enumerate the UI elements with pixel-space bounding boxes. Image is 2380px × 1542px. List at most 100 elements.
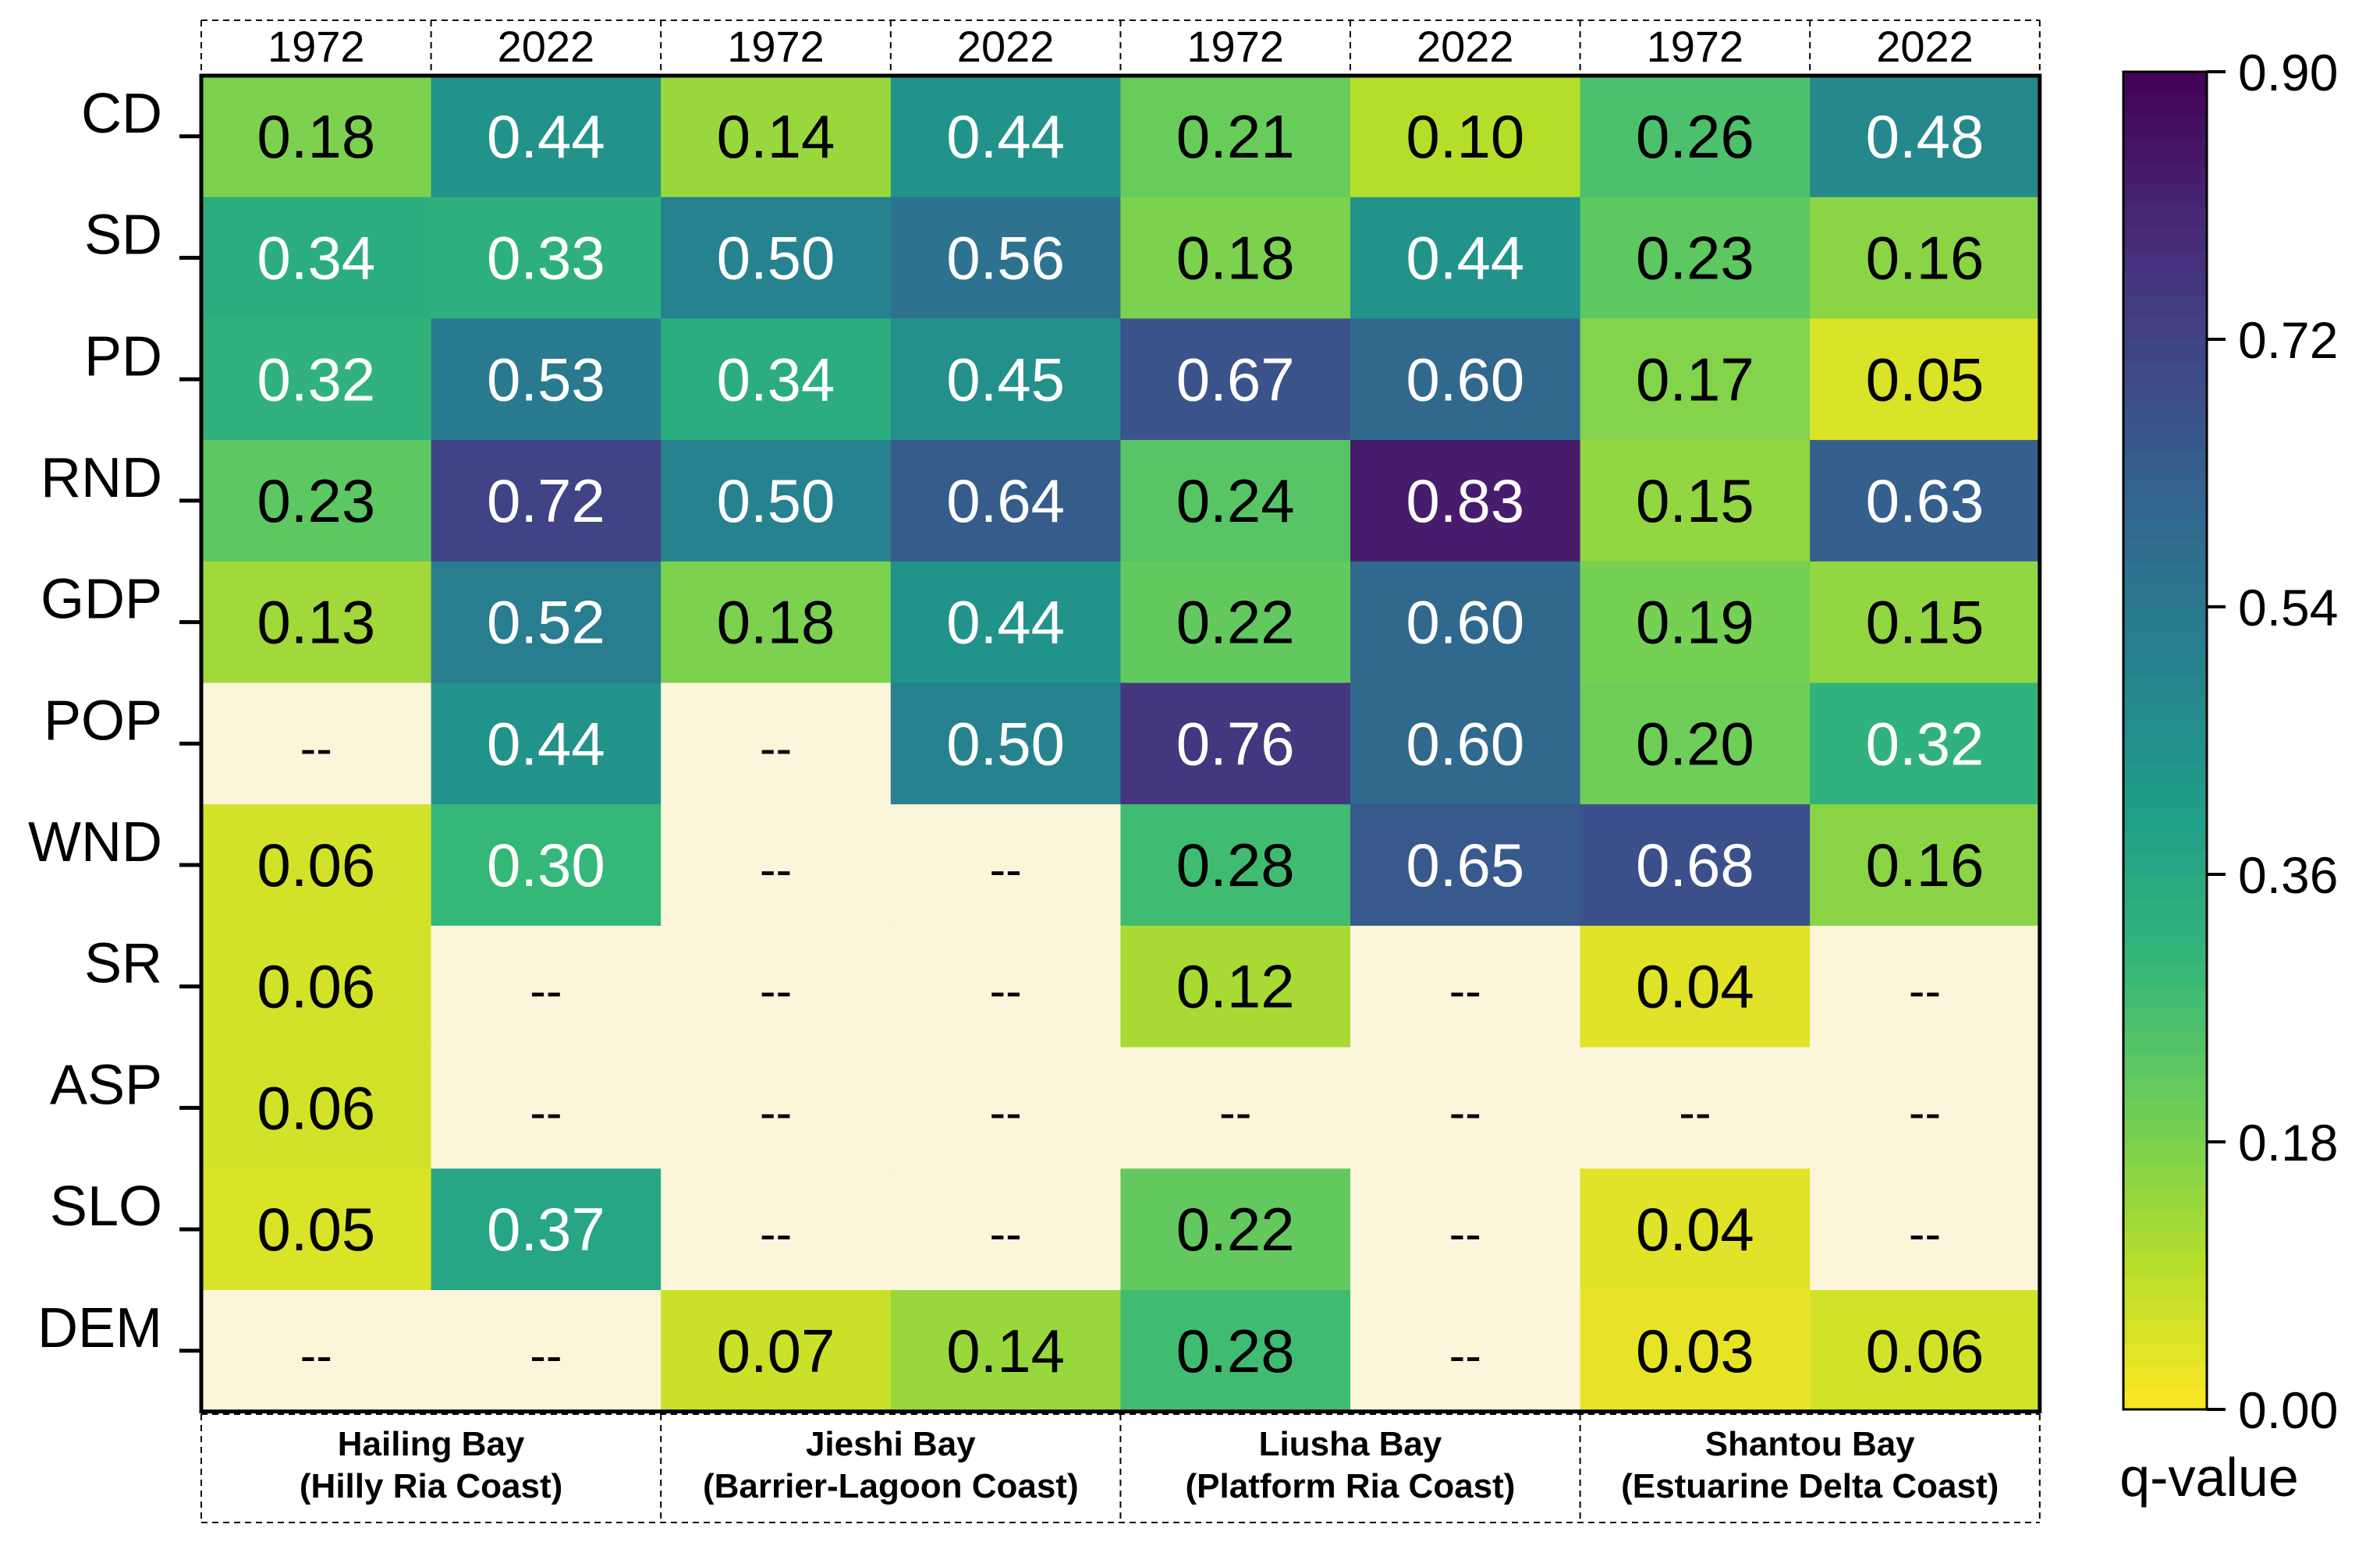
heatmap-cell (1810, 318, 2041, 441)
heatmap-cell (890, 1290, 1121, 1413)
heatmap-cell (1350, 440, 1581, 562)
heatmap-cell (890, 1168, 1121, 1291)
heatmap-cell (661, 561, 892, 684)
heatmap-cell (1580, 76, 1811, 198)
cell-value-label: 0.45 (946, 345, 1065, 413)
cell-value-label: 0.14 (946, 1317, 1065, 1385)
cell-value-label: 0.06 (257, 952, 375, 1021)
heatmap-cell (431, 1168, 662, 1291)
cell-value-label: -- (989, 1086, 1021, 1140)
cell-value-label: 0.68 (1636, 831, 1754, 899)
heatmap-cell (431, 1290, 662, 1413)
heatmap-cell (661, 804, 892, 927)
colorbar-segment (2123, 1164, 2207, 1187)
heatmap-cell (1580, 1290, 1811, 1413)
y-tick-label: CD (81, 83, 162, 145)
cell-value-label: 0.05 (257, 1195, 375, 1264)
cell-value-label: 0.18 (1176, 224, 1295, 292)
heatmap-cell (431, 440, 662, 562)
cell-value-label: -- (530, 965, 562, 1019)
cell-value-label: 0.56 (946, 224, 1065, 292)
region-coast-label: (Estuarine Delta Coast) (1621, 1467, 1999, 1505)
heatmap-cell (1350, 197, 1581, 319)
heatmap-cell (431, 76, 662, 198)
heatmap-cell (1350, 76, 1581, 198)
heatmap-cell (1810, 440, 2041, 562)
region-coast-label: (Hilly Ria Coast) (300, 1467, 562, 1505)
heatmap-cell (890, 561, 1121, 684)
cell-value-label: 0.33 (487, 224, 605, 292)
colorbar-segment (2123, 874, 2207, 898)
colorbar-segment (2123, 1052, 2207, 1076)
colorbar-segment (2123, 339, 2207, 363)
y-tick-label: SD (84, 204, 162, 267)
colorbar-segment (2123, 540, 2207, 563)
cell-value-label: 0.24 (1176, 466, 1295, 535)
cell-value-label: 0.15 (1866, 588, 1985, 657)
heatmap-cell (431, 561, 662, 684)
y-tick-label: PD (84, 325, 162, 388)
cell-value-label: -- (300, 1329, 332, 1383)
colorbar-segment (2123, 807, 2207, 831)
colorbar-segment (2123, 763, 2207, 786)
heatmap-cell (1350, 1047, 1581, 1169)
cell-value-label: 0.21 (1176, 102, 1295, 171)
heatmap-cell (1580, 440, 1811, 562)
heatmap-cell (201, 682, 432, 805)
colorbar-segment (2123, 1119, 2207, 1143)
heatmap-cell (1350, 804, 1581, 927)
heatmap-cell (890, 682, 1121, 805)
cell-value-label: 0.60 (1406, 345, 1524, 413)
colorbar-segment (2123, 1186, 2207, 1210)
colorbar-segment (2123, 607, 2207, 630)
cell-value-label: 0.44 (946, 102, 1065, 171)
cell-value-label: 0.83 (1406, 466, 1524, 535)
cell-value-label: 0.03 (1636, 1317, 1754, 1385)
heatmap-cell (1810, 925, 2041, 1048)
heatmap-cell (1580, 682, 1811, 805)
cell-value-label: -- (1909, 965, 1941, 1019)
colorbar-segment (2123, 696, 2207, 719)
colorbar-segment (2123, 896, 2207, 920)
colorbar-segment (2123, 985, 2207, 1009)
heatmap-cell (201, 318, 432, 441)
colorbar-segment (2123, 785, 2207, 809)
y-tick-label: SR (84, 933, 162, 995)
colorbar-segment (2123, 428, 2207, 452)
cell-value-label: 0.37 (487, 1195, 605, 1264)
heatmap-cell (431, 804, 662, 927)
heatmap-cell (201, 76, 432, 198)
cell-value-label: 0.12 (1176, 952, 1295, 1021)
heatmap-cell (890, 76, 1121, 198)
region-name-label: Shantou Bay (1705, 1425, 1915, 1463)
cell-value-label: 0.44 (487, 709, 605, 778)
cell-value-label: -- (760, 1207, 792, 1261)
year-label: 2022 (957, 22, 1055, 71)
heatmap-cell (1120, 318, 1351, 441)
cell-value-label: -- (1449, 1086, 1481, 1140)
cell-value-label: -- (1449, 1329, 1481, 1383)
colorbar-segment (2123, 673, 2207, 697)
colorbar-segment (2123, 450, 2207, 474)
colorbar-segment (2123, 384, 2207, 407)
cell-value-label: -- (760, 843, 792, 897)
colorbar-segment (2123, 963, 2207, 987)
cell-value-label: 0.34 (717, 345, 835, 413)
colorbar-segment (2123, 1298, 2207, 1321)
colorbar-segment (2123, 183, 2207, 207)
colorbar-segment (2123, 584, 2207, 608)
cell-value-label: -- (989, 1207, 1021, 1261)
heatmap-cell (201, 440, 432, 562)
heatmap-cell (661, 76, 892, 198)
colorbar-segment (2123, 473, 2207, 496)
cell-value-label: 0.13 (257, 588, 375, 657)
heatmap-cell (661, 318, 892, 441)
cell-value-label: 0.04 (1636, 1195, 1754, 1264)
cell-value-label: -- (760, 721, 792, 775)
year-label: 1972 (1647, 22, 1744, 71)
colorbar-segment (2123, 406, 2207, 430)
colorbar-segment (2123, 651, 2207, 675)
heatmap-cell (1810, 1168, 2041, 1291)
colorbar-frame (2122, 70, 2208, 1411)
heatmap-cell (1120, 804, 1351, 927)
